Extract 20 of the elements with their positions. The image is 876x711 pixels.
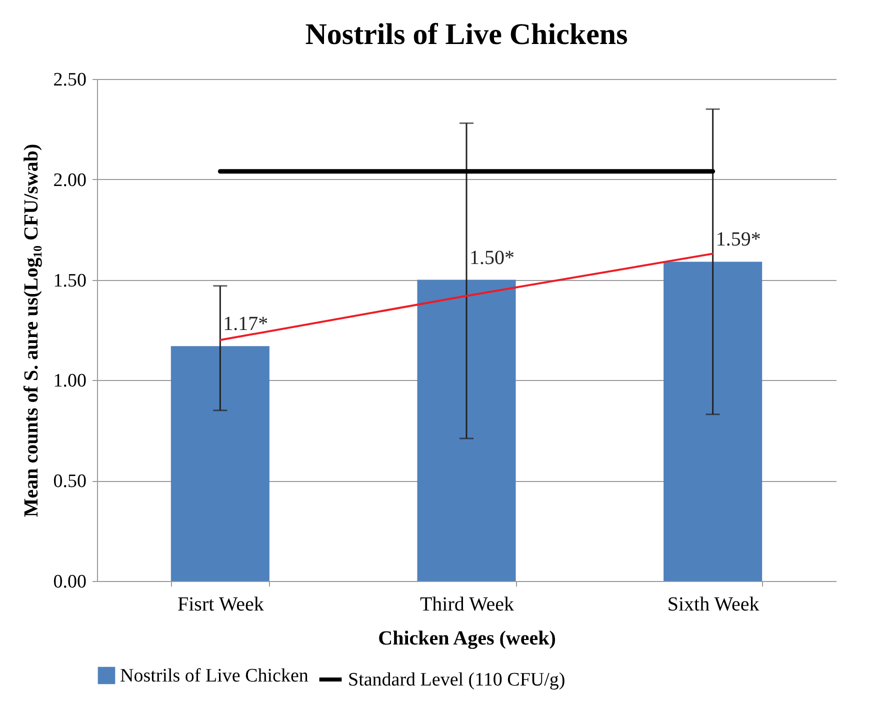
y-axis-title: Mean counts of S. aure us(Log₁₀ CFU/swab) <box>20 144 42 518</box>
bar <box>170 346 270 581</box>
bar <box>664 262 762 581</box>
legend-label: Nostrils of Live Chicken <box>120 666 309 686</box>
x-axis-title: Chicken Ages (week) <box>378 628 556 650</box>
chart-title: Nostrils of Live Chickens <box>305 18 628 51</box>
y-tick-label: 0.00 <box>53 572 86 592</box>
x-tick-label: Fisrt Week <box>177 594 264 616</box>
bar <box>417 280 516 581</box>
y-tick-label: 1.50 <box>53 270 86 292</box>
data-label: 1.59* <box>716 228 761 251</box>
y-tick-label: 2.50 <box>53 70 86 90</box>
y-tick-label: 2.00 <box>53 170 86 191</box>
y-tick-label: 1.00 <box>53 370 86 392</box>
legend-label: Standard Level (110 CFU/g) <box>348 670 566 690</box>
x-tick-label: Third Week <box>420 594 514 616</box>
y-tick-label: 0.50 <box>53 471 86 492</box>
x-tick-label: Sixth Week <box>667 594 760 616</box>
data-label: 1.50* <box>470 246 514 269</box>
data-label: 1.17* <box>223 313 268 336</box>
